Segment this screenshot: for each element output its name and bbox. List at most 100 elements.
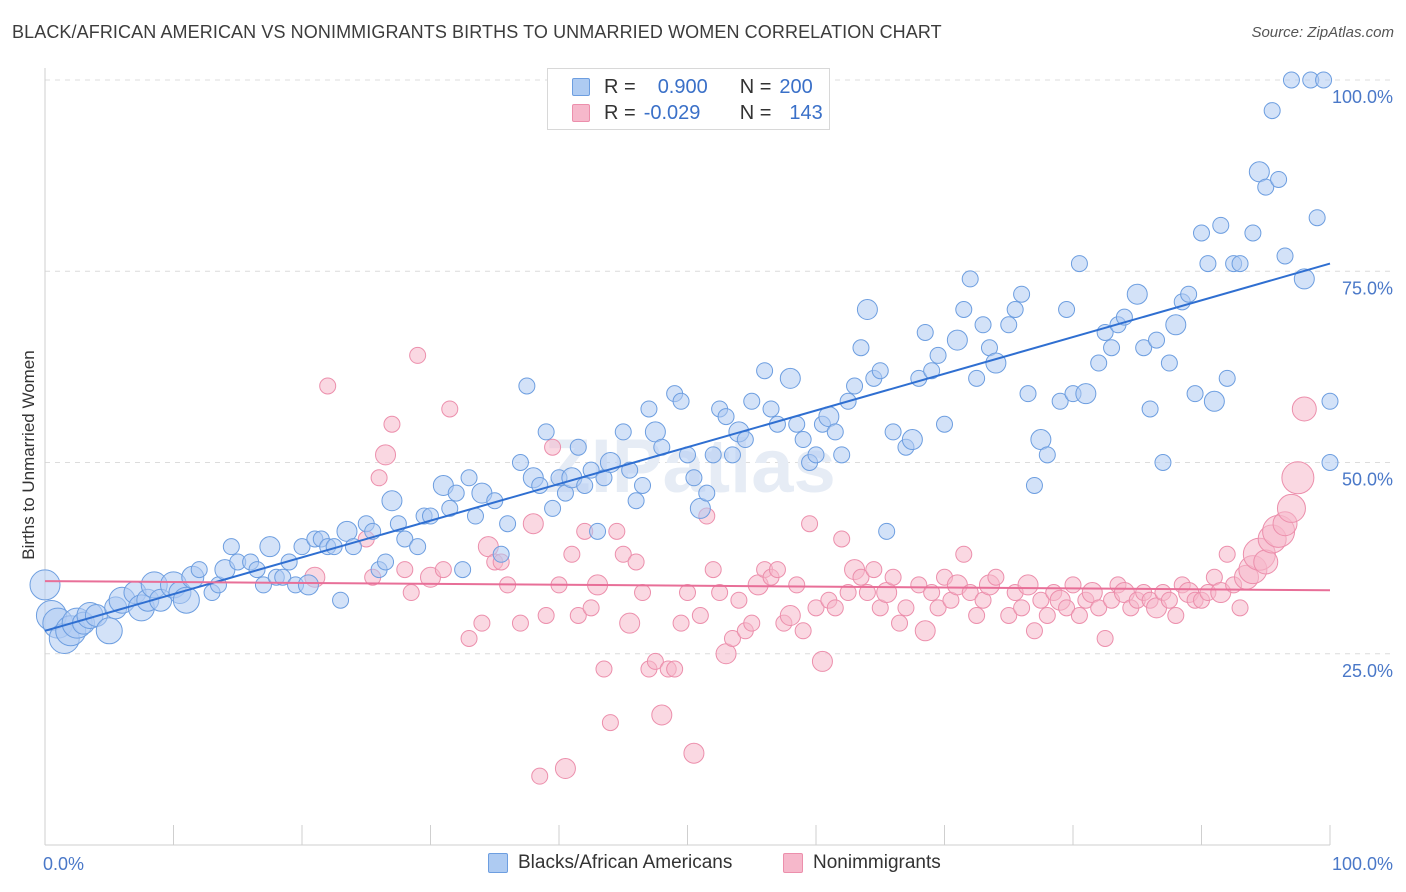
legend-row-blue: R = 0.900 N = 200 [572, 74, 813, 100]
bottom-legend-swatch-blue [488, 853, 508, 873]
data-point [1321, 392, 1339, 410]
data-point [1276, 247, 1294, 265]
data-point [955, 545, 973, 563]
data-point [1282, 71, 1300, 89]
data-point [955, 301, 973, 318]
data-point [1231, 599, 1249, 617]
data-point [531, 476, 549, 494]
data-point [1019, 385, 1037, 403]
data-point [259, 536, 281, 558]
data-point [563, 545, 581, 563]
bottom-legend-label-pink: Nonimmigrants [813, 852, 941, 873]
legend-n-label-blue: N = [739, 75, 772, 98]
data-point [762, 400, 780, 418]
data-point [1051, 392, 1069, 410]
data-point [569, 607, 587, 624]
legend-swatch-pink [572, 104, 590, 122]
data-point [1244, 224, 1262, 242]
data-point [826, 423, 844, 441]
data-point [518, 377, 536, 395]
data-point [923, 584, 941, 602]
data-point [396, 561, 414, 579]
data-point [1058, 301, 1076, 318]
legend-swatch-blue [572, 78, 590, 96]
data-point [794, 622, 812, 640]
data-point [779, 367, 801, 389]
data-point [683, 742, 705, 764]
data-point [666, 660, 684, 678]
data-point [1212, 216, 1230, 234]
legend-r-value-blue: 0.900 [657, 75, 708, 98]
blacks-points [29, 71, 1339, 654]
y-axis-label: Births to Unmarried Women [19, 350, 38, 559]
data-point [807, 599, 825, 617]
data-point [1257, 178, 1275, 196]
data-point [1000, 607, 1018, 624]
data-point [614, 423, 632, 441]
data-point [901, 429, 923, 451]
data-point [788, 415, 806, 433]
axes [44, 68, 1331, 846]
data-point [811, 650, 833, 672]
data-point [1058, 599, 1076, 617]
data-point [1090, 599, 1108, 617]
data-point [1025, 622, 1043, 640]
data-point [1103, 339, 1121, 357]
data-point [691, 607, 709, 624]
data-point [807, 446, 825, 464]
data-point [717, 408, 735, 426]
source-label: Source: ZipAtlas.com [1251, 24, 1394, 41]
data-point [344, 538, 362, 556]
data-point [826, 599, 844, 617]
data-point [846, 377, 864, 395]
data-point [1253, 549, 1279, 575]
data-point [1231, 255, 1249, 273]
data-point [833, 530, 851, 548]
data-point [383, 415, 401, 433]
data-point [499, 515, 517, 533]
data-point [640, 400, 658, 418]
data-point [95, 617, 123, 645]
data-point [974, 316, 992, 334]
data-point [897, 599, 915, 617]
data-point [409, 538, 427, 556]
data-point [1025, 476, 1043, 494]
data-point [522, 513, 544, 535]
data-point [1096, 629, 1114, 647]
tick-labels: 25.0% 50.0% 75.0% 100.0% 0.0% 100.0% [43, 87, 1393, 874]
data-point [916, 323, 934, 341]
data-point [29, 569, 61, 601]
data-point [1000, 316, 1018, 334]
data-point [768, 415, 786, 433]
data-point [222, 538, 240, 556]
data-point [293, 538, 311, 556]
data-point [254, 576, 272, 594]
legend-n-label-pink: N = [739, 101, 772, 124]
data-point [651, 704, 673, 726]
data-point [402, 584, 420, 602]
data-point [1308, 209, 1326, 227]
data-point [704, 446, 722, 464]
data-point [794, 431, 812, 449]
data-point [856, 299, 878, 320]
data-point [1006, 301, 1024, 318]
data-point [1160, 354, 1178, 372]
data-point [1017, 574, 1039, 596]
data-point [1276, 493, 1306, 523]
data-point [297, 574, 319, 596]
data-point [614, 545, 632, 563]
data-point [1193, 224, 1210, 242]
data-point [537, 423, 555, 441]
y-tick-label: 75.0% [1342, 278, 1393, 298]
data-point [1064, 576, 1082, 594]
data-point [852, 568, 870, 586]
data-point [779, 605, 801, 626]
data-point [595, 660, 613, 678]
data-point [914, 620, 936, 642]
y-tick-label: 25.0% [1342, 661, 1393, 681]
data-point [1141, 400, 1159, 418]
data-point [447, 484, 465, 502]
data-point [1160, 591, 1178, 609]
data-point [634, 584, 652, 602]
